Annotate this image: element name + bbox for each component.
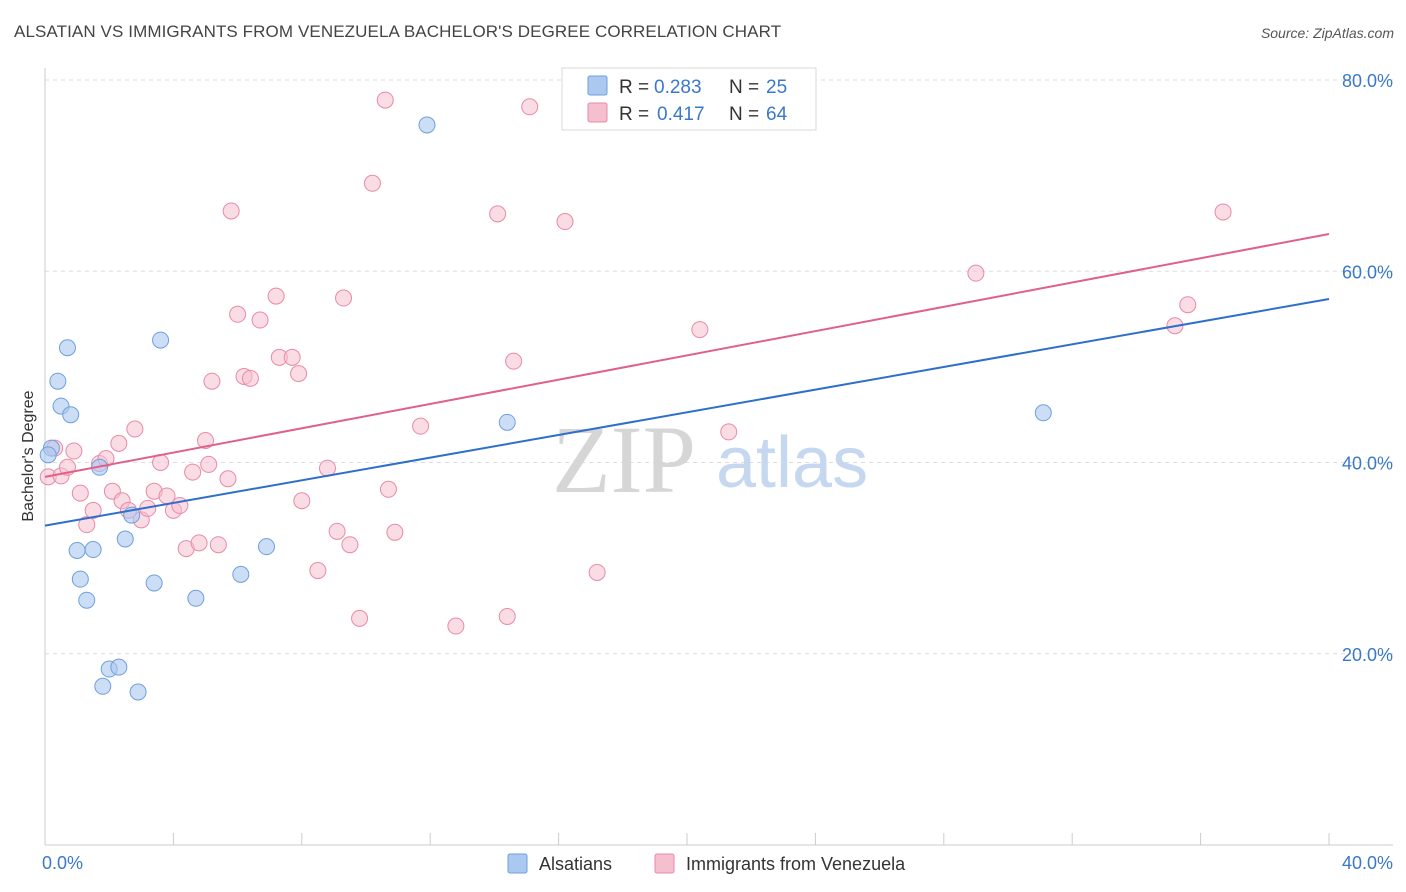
alsatian-point: [116, 530, 134, 548]
venezuela-point: [219, 470, 237, 488]
venezuela-point: [521, 98, 539, 116]
alsatian-point: [418, 116, 436, 134]
venezuela-points: [39, 91, 1232, 635]
venezuela-point: [588, 563, 606, 581]
venezuela-point: [251, 311, 269, 329]
y-tick-labels: 20.0% 40.0% 60.0% 80.0%: [1342, 71, 1393, 665]
venezuela-point: [309, 562, 327, 580]
venezuela-point: [293, 492, 311, 510]
legend-r-value-1: 0.283: [654, 77, 702, 98]
legend-n-value-2: 64: [766, 104, 788, 125]
alsatian-point: [110, 658, 128, 676]
venezuela-point: [1214, 203, 1232, 221]
watermark-zip: ZIP: [552, 406, 696, 513]
venezuela-point: [498, 607, 516, 625]
watermark: ZIP atlas: [552, 406, 868, 513]
alsatian-point: [129, 683, 147, 701]
alsatian-point: [232, 565, 250, 583]
venezuela-point: [290, 365, 308, 383]
venezuela-point: [203, 372, 221, 390]
x-tick-label-min: 0.0%: [42, 853, 83, 873]
venezuela-point: [379, 480, 397, 498]
venezuela-point: [184, 463, 202, 481]
venezuela-point: [283, 348, 301, 366]
y-tick-label-40: 40.0%: [1342, 454, 1393, 474]
venezuela-point: [556, 213, 574, 231]
bottom-legend-label-venezuela: Immigrants from Venezuela: [686, 854, 906, 874]
venezuela-point: [386, 523, 404, 541]
venezuela-point: [267, 287, 285, 305]
alsatian-points: [39, 116, 1052, 701]
alsatian-point: [78, 591, 96, 609]
venezuela-point: [200, 455, 218, 473]
legend-r-value-2: 0.417: [657, 104, 705, 125]
y-tick-label-60: 60.0%: [1342, 262, 1393, 282]
legend-n-label-2: N =: [729, 104, 759, 125]
venezuela-point: [505, 352, 523, 370]
alsatian-point: [257, 538, 275, 556]
alsatian-point: [39, 446, 57, 464]
venezuela-point: [691, 321, 709, 339]
venezuela-point: [110, 434, 128, 452]
alsatian-point: [62, 406, 80, 424]
venezuela-point: [222, 202, 240, 220]
bottom-legend-label-alsatians: Alsatians: [539, 854, 612, 874]
venezuela-point: [447, 617, 465, 635]
legend-swatch-alsatians: [587, 75, 608, 96]
venezuela-point: [84, 501, 102, 519]
x-axis-ticks: [44, 833, 1330, 845]
venezuela-point: [71, 484, 89, 502]
venezuela-point: [197, 432, 214, 450]
venezuela-point: [489, 205, 507, 223]
alsatian-point: [145, 574, 163, 592]
venezuela-point: [720, 423, 738, 441]
venezuela-point: [363, 174, 381, 192]
alsatian-point: [152, 331, 170, 349]
y-axis-title: Bachelor's Degree: [20, 390, 37, 521]
alsatian-point: [58, 339, 76, 357]
y-tick-label-80: 80.0%: [1342, 71, 1393, 91]
venezuela-point: [65, 442, 83, 460]
chart-title: ALSATIAN VS IMMIGRANTS FROM VENEZUELA BA…: [14, 22, 782, 41]
venezuela-point: [126, 420, 144, 438]
legend-swatch-venezuela: [587, 102, 608, 123]
source-label: Source: ZipAtlas.com: [1260, 25, 1394, 41]
legend-r-label-2: R =: [619, 104, 649, 125]
stats-legend: R = 0.283 N = 25 R = 0.417 N = 64: [561, 67, 817, 131]
alsatian-point: [1034, 404, 1052, 422]
bottom-legend-swatch-alsatians: [507, 853, 528, 874]
alsatian-point: [68, 541, 86, 559]
venezuela-point: [351, 609, 369, 627]
venezuela-point: [328, 522, 346, 540]
venezuela-point: [412, 417, 430, 435]
alsatian-point: [94, 677, 112, 695]
venezuela-point: [376, 91, 394, 109]
alsatian-point: [84, 541, 102, 559]
legend-n-value-1: 25: [766, 77, 787, 98]
alsatian-point: [49, 372, 67, 390]
venezuela-point: [241, 369, 259, 387]
venezuela-point: [967, 264, 985, 282]
watermark-atlas: atlas: [716, 423, 868, 503]
y-tick-label-20: 20.0%: [1342, 645, 1393, 665]
alsatian-point: [71, 570, 89, 588]
legend-r-label-1: R =: [619, 77, 649, 98]
alsatian-trend-line: [44, 297, 1330, 527]
x-tick-label-max: 40.0%: [1342, 853, 1393, 873]
venezuela-point: [335, 289, 353, 307]
venezuela-point: [190, 534, 208, 552]
venezuela-point: [341, 536, 359, 554]
venezuela-point: [229, 305, 247, 323]
alsatian-point: [187, 589, 205, 607]
bottom-legend-swatch-venezuela: [654, 853, 675, 874]
gridlines: [45, 79, 1393, 655]
venezuela-point: [209, 536, 227, 554]
venezuela-point: [1179, 296, 1197, 314]
series-legend: Alsatians Immigrants from Venezuela: [507, 853, 906, 874]
venezuela-trend-line: [44, 232, 1330, 478]
alsatian-point: [498, 413, 516, 431]
legend-n-label-1: N =: [729, 77, 759, 98]
venezuela-point: [78, 516, 96, 534]
